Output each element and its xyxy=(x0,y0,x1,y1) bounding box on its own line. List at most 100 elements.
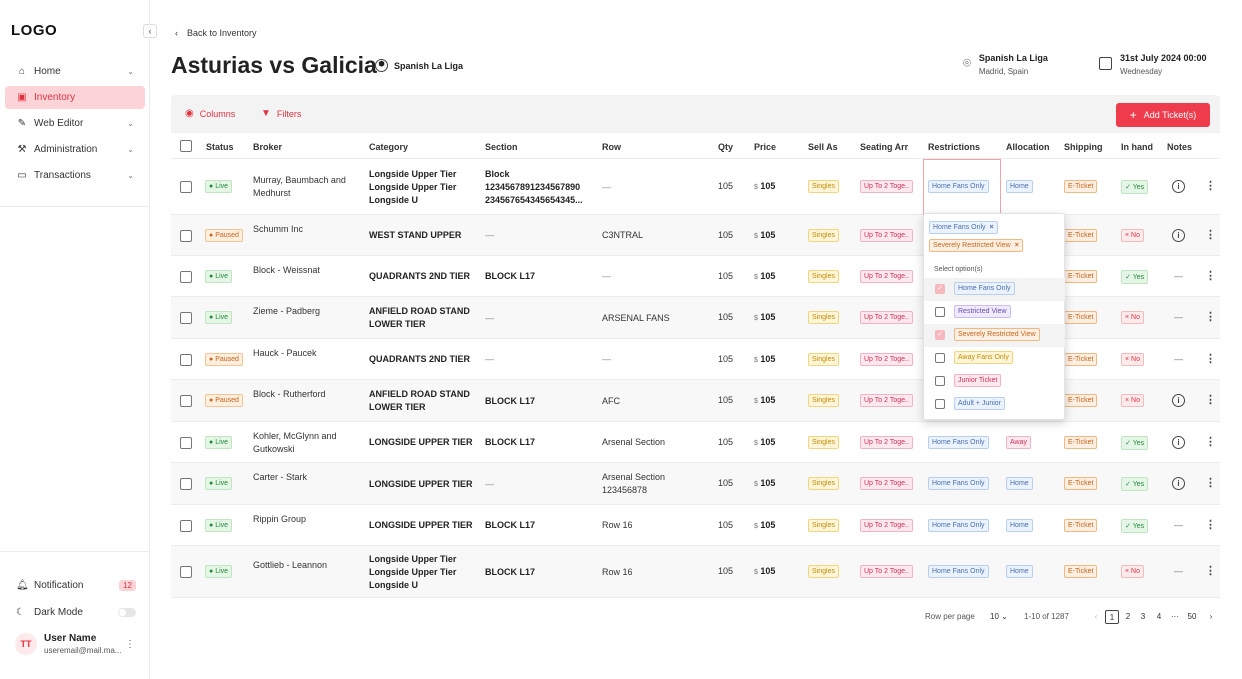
row-checkbox[interactable] xyxy=(180,395,192,407)
sidebar-item-inventory[interactable]: ▣ Inventory xyxy=(5,86,145,109)
sell-as-pill[interactable]: Singles xyxy=(808,180,839,193)
restriction-cell-focus[interactable] xyxy=(923,159,1001,215)
allocation-pill[interactable]: Home xyxy=(1006,477,1033,490)
prev-page-icon[interactable]: ‹ xyxy=(1094,612,1098,621)
notification-item[interactable]: 🔔︎ Notification 12 xyxy=(16,580,136,591)
in-hand-pill[interactable]: ✓ Yes xyxy=(1121,477,1149,491)
in-hand-pill[interactable]: × No xyxy=(1121,394,1144,407)
seating-pill[interactable]: Up To 2 Toge.. xyxy=(860,394,913,407)
shipping-pill[interactable]: E-Ticket xyxy=(1064,180,1098,193)
table-row[interactable]: ● Live Carter - Stark LONGSIDE UPPER TIER —… xyxy=(171,463,1220,505)
restriction-pill[interactable]: Home Fans Only xyxy=(928,565,989,578)
row-checkbox[interactable] xyxy=(180,436,192,449)
allocation-pill[interactable]: Home xyxy=(1006,565,1033,578)
option-checkbox[interactable]: ✓ xyxy=(935,330,945,340)
table-row[interactable]: ● Live Murray, Baumbach and Medhurst Longsi… xyxy=(171,159,1220,215)
seating-pill[interactable]: Up To 2 Toge.. xyxy=(860,228,913,242)
restriction-pill[interactable]: Home Fans Only xyxy=(928,180,989,193)
shipping-pill[interactable]: E-Ticket xyxy=(1064,228,1098,242)
sell-as-pill[interactable]: Singles xyxy=(808,228,839,242)
row-menu-icon[interactable]: ⋮ xyxy=(1205,311,1216,323)
next-page-icon[interactable]: › xyxy=(1209,612,1213,621)
in-hand-pill[interactable]: ✓ Yes xyxy=(1121,518,1149,533)
row-checkbox[interactable] xyxy=(180,181,192,193)
column-header-notes[interactable]: Notes xyxy=(1167,142,1193,152)
allocation-pill[interactable]: Home xyxy=(1006,518,1033,532)
remove-chip-icon[interactable]: × xyxy=(989,224,994,231)
option-checkbox[interactable] xyxy=(935,376,945,386)
sell-as-pill[interactable]: Singles xyxy=(808,565,839,578)
restriction-pill[interactable]: Home Fans Only xyxy=(928,477,989,490)
row-menu-icon[interactable]: ⋮ xyxy=(1205,565,1216,577)
select-all-checkbox[interactable] xyxy=(180,140,192,152)
shipping-pill[interactable]: E-Ticket xyxy=(1064,565,1098,578)
column-header-seating-arr[interactable]: Seating Arr xyxy=(860,142,909,152)
option-checkbox[interactable]: ✓ xyxy=(935,284,945,294)
row-menu-icon[interactable]: ⋮ xyxy=(1205,477,1216,489)
row-checkbox[interactable] xyxy=(180,478,192,490)
row-menu-icon[interactable]: ⋮ xyxy=(1205,394,1216,406)
in-hand-pill[interactable]: × No xyxy=(1121,228,1144,242)
table-row[interactable]: ● Live Block - Weissnat QUADRANTS 2ND TIER… xyxy=(171,256,1220,297)
shipping-pill[interactable]: E-Ticket xyxy=(1064,352,1098,366)
shipping-pill[interactable]: E-Ticket xyxy=(1064,269,1098,283)
row-checkbox[interactable] xyxy=(180,312,192,324)
user-profile[interactable]: TT User Name useremail@mail.ma... ⋮ xyxy=(15,633,135,655)
sidebar-item-home[interactable]: ⌂ Home ⌄ xyxy=(5,60,145,83)
shipping-pill[interactable]: E-Ticket xyxy=(1064,435,1098,449)
row-checkbox[interactable] xyxy=(180,353,192,366)
sell-as-pill[interactable]: Singles xyxy=(808,352,839,366)
row-checkbox[interactable] xyxy=(180,229,192,242)
allocation-pill[interactable]: Away xyxy=(1006,435,1031,449)
restriction-option[interactable]: Away Fans Only xyxy=(924,347,1065,370)
in-hand-pill[interactable]: ✓ Yes xyxy=(1121,269,1149,284)
column-header-allocation[interactable]: Allocation xyxy=(1006,142,1050,152)
row-menu-icon[interactable]: ⋮ xyxy=(1205,435,1216,448)
row-menu-icon[interactable]: ⋮ xyxy=(1205,518,1216,531)
seating-pill[interactable]: Up To 2 Toge.. xyxy=(860,180,913,193)
column-header-category[interactable]: Category xyxy=(369,142,409,152)
restriction-option[interactable]: Adult + Junior xyxy=(924,393,1065,416)
column-header-sell-as[interactable]: Sell As xyxy=(808,142,838,152)
page-button[interactable]: 50 xyxy=(1187,612,1197,621)
restriction-option[interactable]: ✓ Home Fans Only xyxy=(924,278,1065,301)
seating-pill[interactable]: Up To 2 Toge.. xyxy=(860,352,913,366)
page-button[interactable]: 1 xyxy=(1105,610,1119,624)
sidebar-item-transactions[interactable]: ▭ Transactions ⌄ xyxy=(5,164,145,187)
option-checkbox[interactable] xyxy=(935,353,945,363)
column-header-price[interactable]: Price xyxy=(754,142,777,152)
restriction-option[interactable]: Junior Ticket xyxy=(924,370,1065,393)
row-menu-icon[interactable]: ⋮ xyxy=(1205,228,1216,241)
page-button[interactable]: 4 xyxy=(1156,612,1162,621)
shipping-pill[interactable]: E-Ticket xyxy=(1064,394,1098,407)
restriction-option[interactable]: ✓ Severely Restricted View xyxy=(924,324,1065,347)
allocation-pill[interactable]: Home xyxy=(1006,180,1033,193)
seating-pill[interactable]: Up To 2 Toge.. xyxy=(860,518,913,532)
selected-chip[interactable]: Severely Restricted View × xyxy=(929,239,1023,252)
add-tickets-button[interactable]: + Add Ticket(s) xyxy=(1116,103,1210,127)
sell-as-pill[interactable]: Singles xyxy=(808,477,839,490)
sell-as-pill[interactable]: Singles xyxy=(808,311,839,324)
info-icon[interactable]: i xyxy=(1172,435,1185,449)
column-header-section[interactable]: Section xyxy=(485,142,518,152)
info-icon[interactable]: i xyxy=(1172,180,1185,193)
seating-pill[interactable]: Up To 2 Toge.. xyxy=(860,565,913,578)
user-menu-icon[interactable]: ⋮ xyxy=(125,638,135,650)
restriction-pill[interactable]: Home Fans Only xyxy=(928,435,989,449)
sidebar-item-administration[interactable]: ⚒ Administration ⌄ xyxy=(5,138,145,161)
seating-pill[interactable]: Up To 2 Toge.. xyxy=(860,477,913,490)
shipping-pill[interactable]: E-Ticket xyxy=(1064,311,1098,324)
sell-as-pill[interactable]: Singles xyxy=(808,435,839,449)
selected-chip[interactable]: Home Fans Only × xyxy=(929,221,998,234)
dark-mode-toggle[interactable] xyxy=(118,608,136,617)
seating-pill[interactable]: Up To 2 Toge.. xyxy=(860,435,913,449)
shipping-pill[interactable]: E-Ticket xyxy=(1064,518,1098,532)
shipping-pill[interactable]: E-Ticket xyxy=(1064,477,1098,490)
column-header-in-hand[interactable]: In hand xyxy=(1121,142,1153,152)
rows-per-page-select[interactable]: 10 ⌄ xyxy=(990,612,1008,621)
collapse-sidebar-button[interactable]: ‹ xyxy=(143,24,157,38)
column-header-restrictions[interactable]: Restrictions xyxy=(928,142,981,152)
info-icon[interactable]: i xyxy=(1172,477,1185,490)
page-button[interactable]: 2 xyxy=(1125,612,1131,621)
info-icon[interactable]: i xyxy=(1172,394,1185,407)
